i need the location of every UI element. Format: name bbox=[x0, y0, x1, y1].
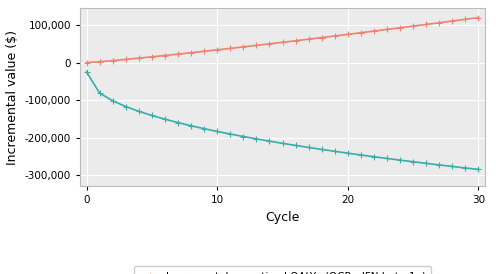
Incremental monetized QALYs (OCR - IFN beta-1a) bbox=[462, 18, 468, 21]
Incremental Costs (OCR - IFN beta-1a) bbox=[306, 146, 312, 149]
Incremental Costs (OCR - IFN beta-1a) bbox=[214, 130, 220, 133]
Incremental monetized QALYs (OCR - IFN beta-1a) bbox=[450, 19, 456, 23]
Incremental Costs (OCR - IFN beta-1a) bbox=[436, 163, 442, 167]
Incremental Costs (OCR - IFN beta-1a) bbox=[136, 110, 142, 113]
Incremental Costs (OCR - IFN beta-1a) bbox=[266, 139, 272, 143]
Incremental Costs (OCR - IFN beta-1a) bbox=[188, 124, 194, 127]
Incremental Costs (OCR - IFN beta-1a) bbox=[162, 118, 168, 121]
Incremental monetized QALYs (OCR - IFN beta-1a) bbox=[122, 58, 128, 61]
Incremental Costs (OCR - IFN beta-1a) bbox=[240, 135, 246, 138]
Incremental monetized QALYs (OCR - IFN beta-1a) bbox=[397, 26, 403, 29]
Incremental Costs (OCR - IFN beta-1a) bbox=[462, 166, 468, 170]
Incremental Costs (OCR - IFN beta-1a) bbox=[280, 142, 285, 145]
Incremental monetized QALYs (OCR - IFN beta-1a) bbox=[318, 36, 324, 39]
Incremental monetized QALYs (OCR - IFN beta-1a) bbox=[436, 21, 442, 24]
Incremental Costs (OCR - IFN beta-1a) bbox=[110, 99, 116, 102]
Legend: Incremental monetized QALYs (OCR - IFN beta-1a), Incremental Costs (OCR - IFN be: Incremental monetized QALYs (OCR - IFN b… bbox=[134, 266, 430, 274]
X-axis label: Cycle: Cycle bbox=[266, 211, 300, 224]
Incremental Costs (OCR - IFN beta-1a) bbox=[345, 152, 351, 155]
Incremental monetized QALYs (OCR - IFN beta-1a) bbox=[410, 24, 416, 28]
Incremental Costs (OCR - IFN beta-1a) bbox=[384, 157, 390, 160]
Incremental monetized QALYs (OCR - IFN beta-1a) bbox=[84, 61, 89, 64]
Incremental monetized QALYs (OCR - IFN beta-1a) bbox=[423, 23, 429, 26]
Incremental monetized QALYs (OCR - IFN beta-1a) bbox=[476, 16, 482, 19]
Incremental monetized QALYs (OCR - IFN beta-1a) bbox=[110, 59, 116, 62]
Incremental monetized QALYs (OCR - IFN beta-1a) bbox=[136, 56, 142, 60]
Incremental monetized QALYs (OCR - IFN beta-1a) bbox=[96, 60, 102, 63]
Incremental Costs (OCR - IFN beta-1a) bbox=[423, 162, 429, 165]
Incremental monetized QALYs (OCR - IFN beta-1a) bbox=[345, 33, 351, 36]
Incremental Costs (OCR - IFN beta-1a) bbox=[318, 148, 324, 151]
Incremental monetized QALYs (OCR - IFN beta-1a) bbox=[201, 50, 207, 53]
Incremental monetized QALYs (OCR - IFN beta-1a) bbox=[175, 53, 181, 56]
Incremental monetized QALYs (OCR - IFN beta-1a) bbox=[188, 51, 194, 55]
Incremental monetized QALYs (OCR - IFN beta-1a) bbox=[254, 44, 260, 47]
Incremental monetized QALYs (OCR - IFN beta-1a) bbox=[240, 45, 246, 48]
Incremental monetized QALYs (OCR - IFN beta-1a) bbox=[371, 29, 377, 33]
Incremental Costs (OCR - IFN beta-1a) bbox=[227, 132, 233, 136]
Incremental Costs (OCR - IFN beta-1a) bbox=[122, 105, 128, 108]
Incremental monetized QALYs (OCR - IFN beta-1a) bbox=[384, 28, 390, 31]
Incremental Costs (OCR - IFN beta-1a) bbox=[476, 168, 482, 171]
Incremental monetized QALYs (OCR - IFN beta-1a) bbox=[227, 47, 233, 50]
Line: Incremental monetized QALYs (OCR - IFN beta-1a): Incremental monetized QALYs (OCR - IFN b… bbox=[84, 15, 481, 65]
Incremental monetized QALYs (OCR - IFN beta-1a) bbox=[332, 34, 338, 38]
Incremental Costs (OCR - IFN beta-1a) bbox=[254, 137, 260, 141]
Incremental Costs (OCR - IFN beta-1a) bbox=[175, 121, 181, 124]
Incremental Costs (OCR - IFN beta-1a) bbox=[410, 160, 416, 163]
Incremental Costs (OCR - IFN beta-1a) bbox=[149, 114, 155, 117]
Incremental Costs (OCR - IFN beta-1a) bbox=[371, 155, 377, 158]
Incremental Costs (OCR - IFN beta-1a) bbox=[358, 153, 364, 157]
Incremental monetized QALYs (OCR - IFN beta-1a) bbox=[149, 55, 155, 59]
Incremental Costs (OCR - IFN beta-1a) bbox=[292, 144, 298, 147]
Incremental Costs (OCR - IFN beta-1a) bbox=[332, 150, 338, 153]
Incremental monetized QALYs (OCR - IFN beta-1a) bbox=[266, 42, 272, 45]
Incremental Costs (OCR - IFN beta-1a) bbox=[397, 158, 403, 162]
Incremental Costs (OCR - IFN beta-1a) bbox=[84, 70, 89, 74]
Incremental monetized QALYs (OCR - IFN beta-1a) bbox=[306, 38, 312, 41]
Y-axis label: Incremental value ($): Incremental value ($) bbox=[6, 30, 19, 165]
Incremental Costs (OCR - IFN beta-1a) bbox=[96, 92, 102, 95]
Incremental monetized QALYs (OCR - IFN beta-1a) bbox=[358, 31, 364, 34]
Incremental monetized QALYs (OCR - IFN beta-1a) bbox=[292, 39, 298, 42]
Incremental monetized QALYs (OCR - IFN beta-1a) bbox=[214, 48, 220, 52]
Line: Incremental Costs (OCR - IFN beta-1a): Incremental Costs (OCR - IFN beta-1a) bbox=[84, 69, 481, 172]
Incremental monetized QALYs (OCR - IFN beta-1a) bbox=[280, 41, 285, 44]
Incremental Costs (OCR - IFN beta-1a) bbox=[450, 165, 456, 168]
Incremental monetized QALYs (OCR - IFN beta-1a) bbox=[162, 54, 168, 57]
Incremental Costs (OCR - IFN beta-1a) bbox=[201, 127, 207, 130]
